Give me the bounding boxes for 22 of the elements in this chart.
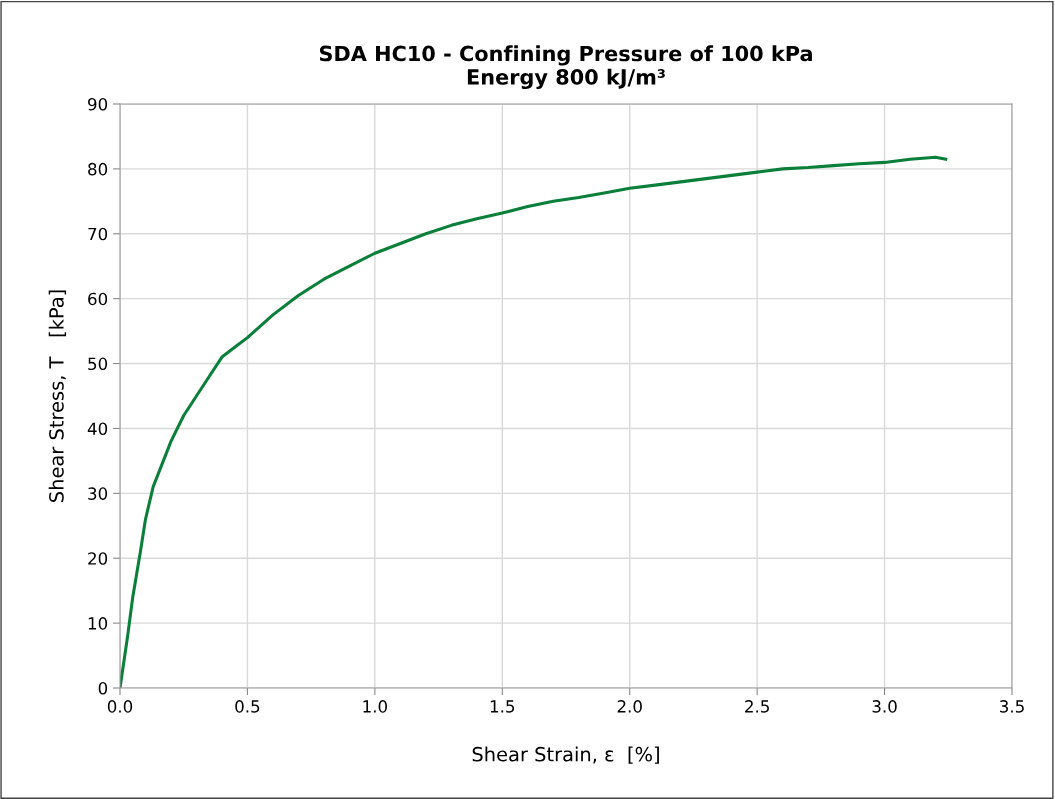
- x-tick-label: 1.0: [363, 700, 387, 713]
- y-tick-label: 70: [88, 227, 108, 241]
- y-tick-label: 50: [88, 357, 108, 371]
- x-tick-label: 2.5: [745, 700, 769, 713]
- y-tick-label: 10: [88, 617, 108, 630]
- x-tick-label: 3.0: [872, 700, 897, 713]
- y-tick-label: 60: [88, 292, 108, 306]
- y-axis-title: Shear Stress, T [kPa]: [48, 290, 67, 502]
- x-tick-label: 1.5: [490, 700, 515, 713]
- y-tick-label: 80: [88, 162, 108, 176]
- y-tick-label: 20: [88, 552, 108, 565]
- y-tick-label: 90: [88, 97, 108, 111]
- line-series: [120, 155, 948, 688]
- x-axis-title: Shear Strain, ε [%]: [472, 746, 659, 764]
- x-tick-label: 3.5: [1000, 700, 1024, 713]
- y-tick-label: 40: [87, 422, 108, 436]
- y-tick-label: 0: [98, 681, 108, 695]
- chart-title: SDA HC10 - Confining Pressure of 100 kPa Energy 800 kJ/m³: [319, 45, 812, 90]
- y-tick-label: 30: [88, 487, 108, 500]
- x-tick-label: 2.0: [617, 700, 642, 713]
- x-tick-label: 0.0: [107, 700, 133, 713]
- x-tick-label: 0.5: [235, 700, 260, 713]
